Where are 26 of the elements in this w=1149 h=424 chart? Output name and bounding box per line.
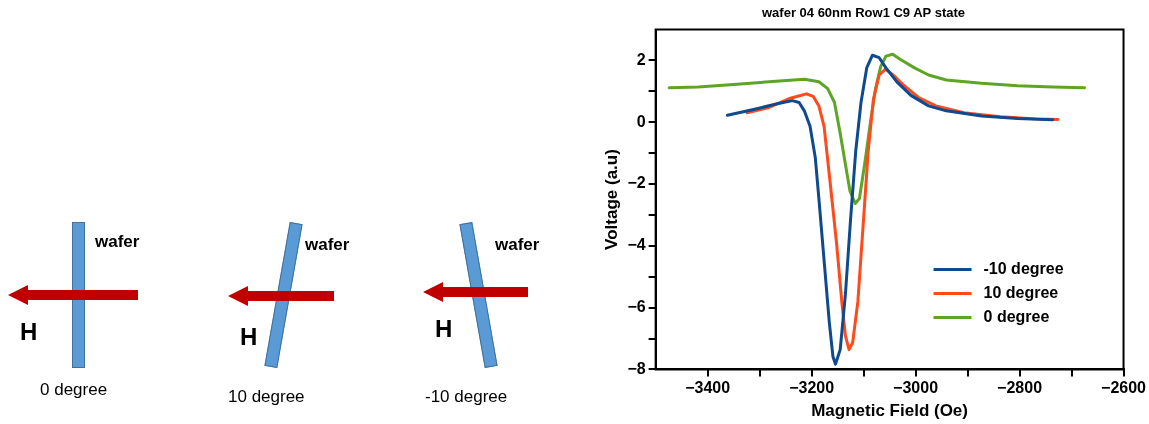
chart-title: wafer 04 60nm Row1 C9 AP state [760, 5, 966, 21]
text: wafer [95, 232, 140, 252]
text: H [435, 315, 453, 343]
x-tick-label: −3200 [789, 379, 835, 397]
x-axis-title: Magnetic Field (Oe) [811, 401, 968, 421]
x-tick-label: −2800 [997, 379, 1043, 397]
text: wafer [495, 235, 540, 255]
text: 0 degree [40, 380, 108, 400]
x-tick-label: −3400 [685, 379, 731, 397]
y-axis-title: Voltage (a.u) [601, 149, 621, 250]
y-tick-label: 0 [636, 112, 646, 130]
legend-label: 10 degree [983, 283, 1059, 301]
y-tick-label: −8 [627, 359, 646, 377]
text: wafer [305, 235, 350, 255]
y-tick-label: −2 [627, 174, 646, 192]
y-tick-label: −4 [627, 236, 646, 254]
text: H [240, 323, 258, 351]
y-tick-label: 2 [636, 50, 646, 68]
text: 10 degree [228, 387, 305, 407]
text: H [20, 318, 38, 346]
legend-label: -10 degree [983, 259, 1064, 277]
x-tick-label: −3000 [893, 379, 939, 397]
legend-label: 0 degree [983, 307, 1050, 325]
y-tick-label: −6 [627, 298, 646, 316]
text: -10 degree [425, 387, 508, 407]
x-tick-label: −2600 [1101, 379, 1147, 397]
